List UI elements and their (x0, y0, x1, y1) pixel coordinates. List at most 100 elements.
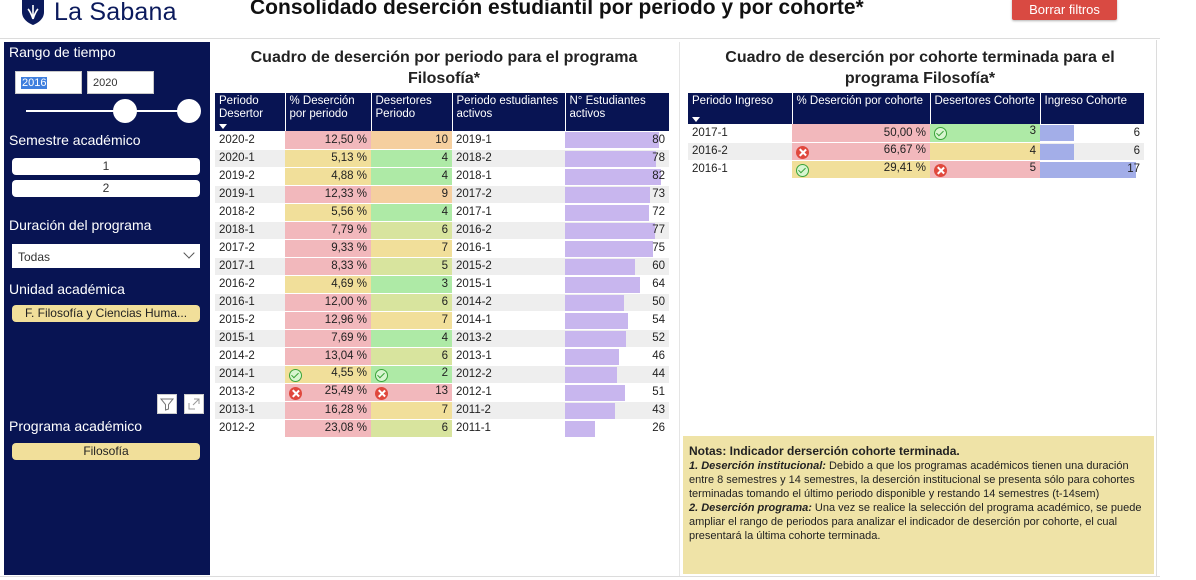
check-circle-icon (289, 368, 302, 382)
cell-desertores: 7 (371, 401, 452, 420)
focus-mode-icon[interactable] (184, 394, 204, 414)
table-row[interactable]: 2016-2 4,69 % 3 2015-1 64 (215, 275, 669, 294)
semester-option-1[interactable]: 1 (12, 158, 200, 175)
cell-n-activos: 51 (565, 383, 669, 402)
time-to-input[interactable]: 2020 (87, 71, 154, 94)
cell-n-activos: 44 (565, 365, 669, 384)
table-row[interactable]: 2013-2 25,49 % 13 2012-1 51 (215, 383, 669, 402)
duration-label: Duración del programa (9, 217, 152, 233)
clear-filters-button[interactable]: Borrar filtros (1012, 0, 1117, 20)
semester-option-2[interactable]: 2 (12, 180, 200, 197)
time-slider-track[interactable] (26, 110, 191, 112)
page-right-border (1156, 40, 1157, 576)
sort-down-icon (219, 124, 227, 129)
table-row[interactable]: 2016-2 66,67 % 4 6 (688, 142, 1144, 161)
table-row[interactable]: 2017-1 8,33 % 5 2015-2 60 (215, 257, 669, 276)
cohort-table-title: Cuadro de deserción por cohorte terminad… (725, 49, 1115, 87)
cell-pct-desercion: 12,50 % (285, 131, 371, 150)
col-header-desertores-cohorte[interactable]: Desertores Cohorte (930, 93, 1041, 124)
col-header-n-activos[interactable]: N° Estudiantes activos (565, 93, 670, 131)
cell-periodo-desertor: 2012-2 (215, 419, 285, 438)
col-header-pct-cohorte[interactable]: % Deserción por cohorte (792, 93, 931, 124)
cell-desertores: 2 (371, 365, 452, 384)
program-selected-chip[interactable]: Filosofía (12, 443, 200, 460)
cell-desertores: 4 (371, 203, 452, 222)
logo-text: La Sabana (54, 0, 177, 26)
data-bar (565, 276, 640, 292)
table-row[interactable]: 2016-1 12,00 % 6 2014-2 50 (215, 293, 669, 312)
data-bar (565, 294, 624, 310)
cell-periodo-activos: 2015-2 (452, 257, 565, 276)
table-row[interactable]: 2020-1 5,13 % 4 2018-2 78 (215, 149, 669, 168)
col-header-periodo-activos[interactable]: Periodo estudiantes activos (452, 93, 566, 131)
cell-pct-desercion: 16,28 % (285, 401, 371, 420)
table-row[interactable]: 2014-1 4,55 % 2 2012-2 44 (215, 365, 669, 384)
cell-periodo-activos: 2018-1 (452, 167, 565, 186)
cell-pct-desercion: 4,88 % (285, 167, 371, 186)
pct-value: 12,50 % (324, 133, 367, 146)
unit-selected-chip[interactable]: F. Filosofía y Ciencias Huma... (12, 305, 200, 322)
table-row[interactable]: 2018-2 5,56 % 4 2017-1 72 (215, 203, 669, 222)
col-header-desertores[interactable]: Desertores Periodo (371, 93, 453, 131)
time-from-input[interactable]: 2016 (15, 71, 82, 94)
table-row[interactable]: 2020-2 12,50 % 10 2019-1 80 (215, 131, 669, 150)
cell-desertores: 6 (371, 293, 452, 312)
cell-desertores: 13 (371, 383, 452, 402)
col-header-periodo-desertor[interactable]: Periodo Desertor (215, 93, 286, 131)
duration-value: Todas (18, 250, 51, 264)
table-row[interactable]: 2017-1 50,00 % 3 6 (688, 124, 1144, 143)
cell-desertores: 9 (371, 185, 452, 204)
notes-item-1: 1. Deserción institucional: Debido a que… (689, 459, 1148, 501)
table-row[interactable]: 2019-2 4,88 % 4 2018-1 82 (215, 167, 669, 186)
cell-periodo-ingreso: 2016-1 (688, 160, 792, 179)
cell-n-activos: 75 (565, 239, 669, 258)
desertores-value: 2 (441, 366, 448, 379)
program-label: Programa académico (9, 418, 143, 434)
filter-sidebar: Rango de tiempo 2016 2020 Semestre acadé… (4, 42, 210, 575)
table-row[interactable]: 2016-1 29,41 % 5 17 (688, 160, 1144, 179)
table-row[interactable]: 2018-1 7,79 % 6 2016-2 77 (215, 221, 669, 240)
table-row[interactable]: 2014-2 13,04 % 6 2013-1 46 (215, 347, 669, 366)
col-header-pct-desercion[interactable]: % Deserción por periodo (285, 93, 372, 131)
time-slider-handle-start[interactable] (113, 99, 137, 123)
table-row[interactable]: 2015-2 12,96 % 7 2014-1 54 (215, 311, 669, 330)
duration-dropdown[interactable]: Todas (12, 244, 200, 268)
data-bar (565, 312, 629, 328)
time-slider-handle-end[interactable] (177, 99, 201, 123)
activos-value: 75 (652, 242, 665, 254)
activos-value: 50 (652, 296, 665, 308)
desertores-value: 6 (441, 350, 448, 362)
desertores-value: 13 (435, 384, 448, 397)
desertores-value: 9 (441, 188, 448, 200)
activos-value: 54 (652, 314, 665, 326)
cell-ingreso-cohorte: 6 (1040, 124, 1144, 143)
notes-item-1-head: 1. Deserción institucional: (689, 460, 826, 472)
cell-periodo-desertor: 2020-1 (215, 149, 285, 168)
cell-periodo-activos: 2013-2 (452, 329, 565, 348)
cell-periodo-desertor: 2014-1 (215, 365, 285, 384)
desertores-value: 6 (441, 296, 448, 308)
cell-pct-desercion: 25,49 % (285, 383, 371, 402)
col-header-periodo-ingreso[interactable]: Periodo Ingreso (688, 93, 793, 124)
activos-value: 60 (652, 260, 665, 272)
col-header-ingreso-cohorte[interactable]: Ingreso Cohorte (1040, 93, 1145, 124)
cell-periodo-desertor: 2014-2 (215, 347, 285, 366)
pct-value: 4,88 % (331, 170, 367, 182)
table-row[interactable]: 2013-1 16,28 % 7 2011-2 43 (215, 401, 669, 420)
cell-periodo-activos: 2013-1 (452, 347, 565, 366)
cell-periodo-activos: 2017-2 (452, 185, 565, 204)
filter-icon[interactable] (157, 394, 177, 414)
cell-periodo-activos: 2017-1 (452, 203, 565, 222)
cell-n-activos: 46 (565, 347, 669, 366)
table-row[interactable]: 2019-1 12,33 % 9 2017-2 73 (215, 185, 669, 204)
cell-n-activos: 50 (565, 293, 669, 312)
table-row[interactable]: 2012-2 23,08 % 6 2011-1 26 (215, 419, 669, 438)
table-row[interactable]: 2017-2 9,33 % 7 2016-1 75 (215, 239, 669, 258)
data-bar (565, 222, 656, 238)
desertores-value: 7 (441, 242, 448, 254)
desertores-value: 3 (441, 278, 448, 290)
pct-value: 25,49 % (324, 384, 367, 397)
desertores-value: 4 (1029, 145, 1036, 157)
data-bar (565, 420, 596, 436)
table-row[interactable]: 2015-1 7,69 % 4 2013-2 52 (215, 329, 669, 348)
